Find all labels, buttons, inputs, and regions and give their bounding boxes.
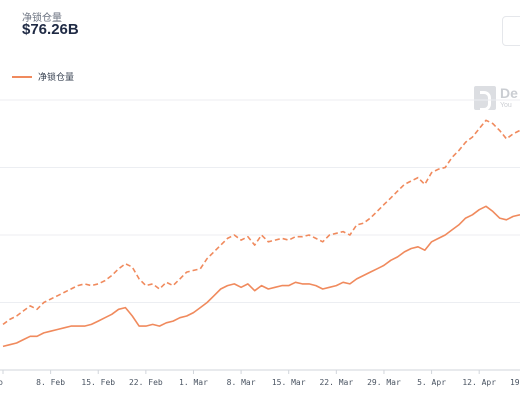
metric-value: $76.26B bbox=[22, 21, 79, 38]
legend-swatch bbox=[12, 75, 32, 78]
watermark-title: De bbox=[500, 85, 518, 101]
x-tick-label: 12. Apr bbox=[462, 378, 496, 387]
x-tick-label: 29. Mar bbox=[367, 378, 401, 387]
x-tick-label: o bbox=[0, 378, 3, 387]
series-line-solid[interactable] bbox=[2, 205, 520, 348]
watermark: De You bbox=[474, 85, 518, 111]
x-tick-label: 19. Apr bbox=[510, 378, 520, 387]
chart-legend[interactable]: 净锁仓量 bbox=[12, 70, 74, 83]
x-tick-label: 15. Mar bbox=[272, 378, 306, 387]
x-tick-label: 1. Mar bbox=[179, 378, 208, 387]
chart-series bbox=[2, 119, 520, 348]
chart-grid bbox=[0, 99, 520, 371]
menu-button[interactable] bbox=[502, 16, 520, 46]
x-axis: o 8. Feb 15. Feb 22. Feb 1. Mar 8. Mar 15. Mar… bbox=[0, 370, 520, 387]
x-tick-label: 8. Mar bbox=[227, 378, 256, 387]
series-line-dashed[interactable] bbox=[2, 119, 520, 326]
legend-label: 净锁仓量 bbox=[38, 72, 75, 82]
x-tick-label: 22. Feb bbox=[129, 378, 163, 387]
metric-label: 净锁仓量 bbox=[22, 13, 62, 24]
x-tick-label: 8. Feb bbox=[36, 378, 65, 387]
watermark-subtitle: You bbox=[500, 102, 512, 109]
watermark-logo-icon bbox=[474, 86, 496, 111]
x-tick-label: 15. Feb bbox=[81, 378, 115, 387]
x-tick-label: 5. Apr bbox=[417, 378, 446, 387]
x-tick-label: 22. Mar bbox=[319, 378, 353, 387]
